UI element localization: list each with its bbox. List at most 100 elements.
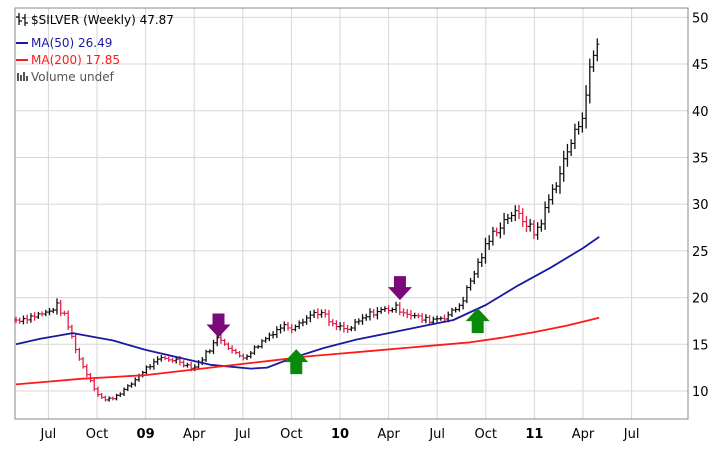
price-bar (364, 313, 369, 321)
price-bar (58, 299, 63, 317)
price-bar (81, 357, 86, 369)
price-bar (215, 334, 220, 347)
price-bar (125, 384, 130, 392)
price-bar (490, 226, 495, 246)
price-bar (95, 386, 100, 397)
price-bar (397, 302, 402, 316)
price-bar (21, 315, 26, 325)
price-bar (62, 310, 67, 316)
y-tick-label: 25 (692, 245, 709, 260)
price-bar (338, 322, 343, 331)
price-bar (379, 307, 384, 314)
price-bar (386, 305, 391, 314)
price-bar (211, 339, 216, 355)
price-bar (341, 321, 346, 333)
price-bar (233, 348, 238, 355)
price-bar (14, 316, 18, 324)
moving-average-lines (15, 236, 600, 386)
price-bar (293, 324, 298, 332)
x-tick-label: Oct (475, 427, 497, 442)
price-bar (479, 253, 484, 268)
price-bar (375, 307, 380, 320)
price-bar (505, 213, 510, 224)
price-bar (166, 356, 171, 362)
price-bar (543, 201, 548, 230)
price-bar (77, 347, 82, 361)
price-bar (73, 332, 78, 354)
x-tick-label: Oct (280, 427, 302, 442)
legend: $SILVER (Weekly) 47.87 MA(50) 26.49 MA(2… (16, 13, 174, 84)
price-bar (122, 387, 127, 396)
ma50-line (15, 236, 600, 370)
price-bar (222, 338, 227, 346)
price-bar (99, 392, 104, 399)
x-tick-label: Jul (623, 427, 640, 442)
price-bar (520, 208, 525, 227)
price-bar (204, 349, 209, 362)
price-bar (353, 318, 358, 332)
price-bar (159, 354, 164, 362)
price-bar (517, 204, 522, 220)
price-bar (412, 312, 417, 319)
sell-arrow-icon (206, 313, 231, 338)
price-bar (315, 308, 320, 319)
grid (15, 8, 688, 419)
price-bar (107, 396, 112, 402)
price-bar (230, 345, 235, 354)
price-bar (323, 309, 328, 318)
x-axis-labels: Jul Oct 09 Apr Jul Oct 10 Apr Jul Oct 11 Apr Jul (40, 427, 640, 442)
price-bar (133, 377, 138, 387)
price-bar (498, 222, 503, 239)
ma200-line (15, 316, 600, 386)
price-bar (464, 285, 469, 304)
signal-arrows (206, 276, 490, 375)
price-bar (371, 309, 376, 318)
legend-silver: $SILVER (Weekly) 47.87 (31, 13, 174, 27)
price-bar (334, 320, 339, 331)
price-bar (394, 301, 399, 313)
price-bar (300, 318, 305, 327)
price-bar (435, 315, 440, 323)
price-bar (494, 227, 499, 237)
price-bar (36, 311, 41, 320)
plot-frame (14, 7, 689, 420)
price-bar (278, 324, 283, 334)
price-bar (483, 237, 488, 264)
price-bars (14, 38, 600, 402)
price-bar (453, 307, 458, 313)
price-bar (144, 365, 149, 375)
price-bar (367, 308, 372, 321)
buy-arrow-icon (465, 308, 490, 334)
price-bar (390, 307, 395, 313)
price-bar (103, 395, 108, 402)
price-bar (580, 112, 585, 133)
price-bar (330, 319, 335, 327)
legend-ma200-swatch (16, 59, 28, 61)
legend-volume: Volume undef (31, 70, 115, 84)
price-bar (524, 215, 529, 233)
price-bar (47, 307, 52, 316)
price-bar (595, 38, 600, 62)
x-tick-label: Apr (572, 427, 595, 442)
y-tick-label: 10 (692, 385, 709, 400)
sell-arrow-icon (387, 276, 412, 301)
price-bar (274, 326, 279, 339)
price-bar (312, 309, 317, 319)
price-bar (218, 334, 223, 344)
x-tick-label: 11 (525, 427, 543, 442)
price-bar (550, 184, 555, 205)
price-bar (25, 314, 30, 324)
legend-ma200: MA(200) 17.85 (31, 53, 120, 67)
x-tick-label: 10 (331, 427, 349, 442)
price-bar (170, 357, 175, 363)
price-bar (565, 143, 570, 167)
legend-ma50: MA(50) 26.49 (31, 36, 112, 50)
price-bar (546, 194, 551, 213)
price-bar (297, 320, 302, 330)
price-bar (28, 313, 33, 323)
price-bar (591, 50, 596, 73)
price-bar (405, 309, 410, 319)
price-bar (237, 350, 242, 358)
volume-icon (17, 72, 28, 81)
